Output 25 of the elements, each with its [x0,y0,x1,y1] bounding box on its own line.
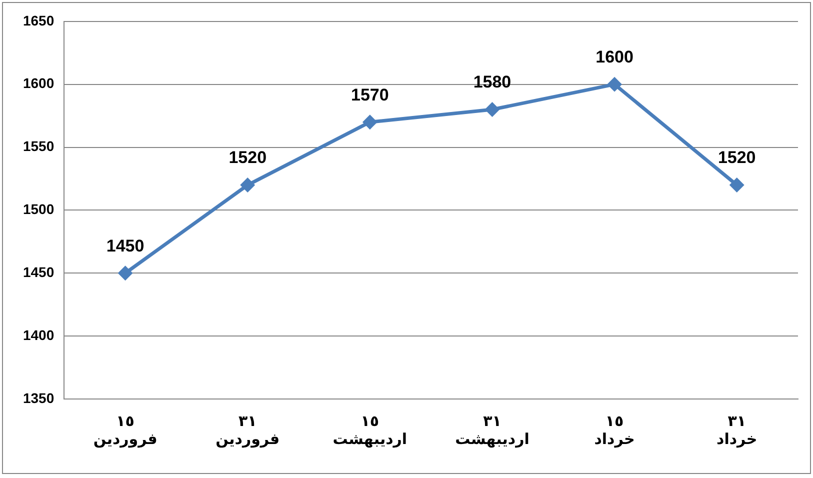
data-label: 1580 [473,72,512,92]
point [118,266,132,280]
x-tick-label: ٣١ خرداد [716,412,758,448]
y-tick-label: 1400 [22,326,54,343]
point [363,115,377,129]
x-tick-label: ٣١ فروردین [216,412,280,448]
y-tick-label: 1550 [22,138,54,154]
y-tick-label: 1500 [22,201,54,218]
data-label: 1450 [106,236,144,256]
data-label: 1520 [228,148,267,168]
y-tick-label: 1600 [22,75,54,92]
x-tick-label: ١٥ فروردین [93,412,158,448]
point [485,102,499,116]
x-tick-label: ١٥ اردیبهشت [332,412,408,448]
data-label: 1600 [596,48,634,67]
point [240,178,254,192]
y-tick-label: 1650 [22,12,54,28]
data-label: 1570 [351,85,389,104]
y-tick-label: 1450 [22,264,54,280]
x-tick-label: ١٥ خرداد [594,412,635,448]
y-tick-label: 1350 [22,390,54,406]
point [608,78,622,92]
data-label: 1520 [718,148,756,168]
point [730,178,744,192]
x-tick-label: ٣١ اردیبهشت [455,412,530,448]
